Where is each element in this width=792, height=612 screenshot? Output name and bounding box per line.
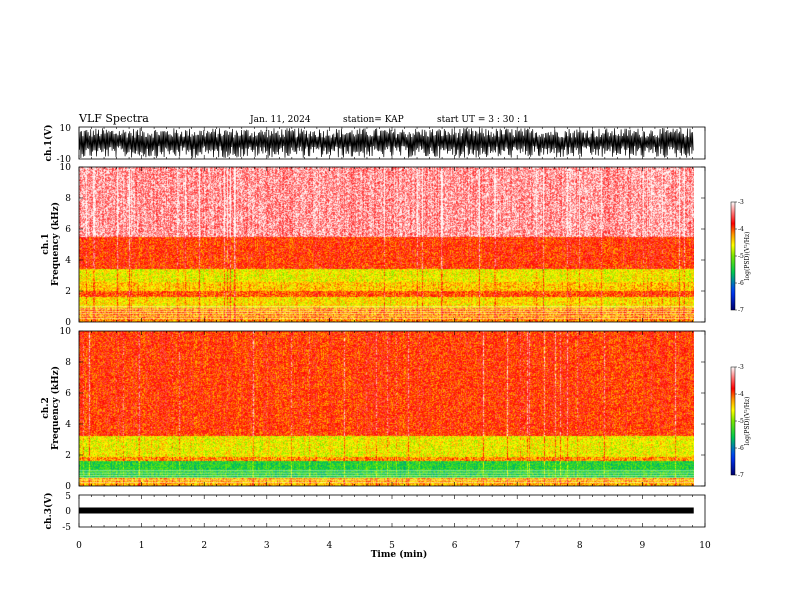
ch2-spec-ytick-label: 2 <box>65 451 71 461</box>
figure-title: VLF Spectra <box>78 112 149 125</box>
spectrogram-pixels <box>79 331 694 486</box>
ch1-colorbar: -3 -4 -5 -6 -7 log(PSD)(V²/Hz) <box>730 199 751 314</box>
ch1-spectrogram-ylabel-line2: Frequency (kHz) <box>50 202 61 286</box>
x-tick-label: 2 <box>201 541 207 551</box>
ch2-spec-ytick-label: 6 <box>65 389 71 399</box>
start-time-label: start UT = 3 : 30 : 1 <box>437 115 529 125</box>
ch1-spec-ytick-label: 6 <box>65 225 71 235</box>
date-label: Jan. 11, 2024 <box>249 115 311 125</box>
ch1-waveform-line <box>78 127 694 159</box>
ch1-waveform-ylabel: ch.1(V) <box>43 125 54 162</box>
ch2-spectrogram-ylabel-line1: ch.2 <box>41 397 51 418</box>
ch2-spectrogram-image <box>79 331 694 486</box>
ch2-colorbar-tick-label: -6 <box>738 445 744 452</box>
ch1-ytick-bottom: -10 <box>57 155 72 165</box>
ch2-colorbar-tick-label: -3 <box>738 364 744 371</box>
ch3-waveform-trace <box>79 507 694 514</box>
ch1-colorbar-tick-label: -3 <box>738 199 744 206</box>
ch3-ytick-top: 5 <box>65 492 71 502</box>
ch1-colorbar-tick-label: -7 <box>738 307 744 314</box>
ch1-colorbar-tick-label: -4 <box>738 226 744 233</box>
ch2-spec-ytick-label: 4 <box>65 420 71 430</box>
x-tick-label: 6 <box>452 541 458 551</box>
spectrogram-pixels <box>79 167 694 322</box>
ch2-colorbar-tick-label: -7 <box>738 472 744 479</box>
ch1-spec-ytick-label: 10 <box>60 163 72 173</box>
ch2-colorbar-label: log(PSD)(V²/Hz) <box>744 397 751 446</box>
ch1-colorbar-label: log(PSD)(V²/Hz) <box>744 232 751 281</box>
ch3-ytick-mid: 0 <box>65 507 71 517</box>
x-tick-label: 0 <box>76 541 82 551</box>
x-tick-label: 5 <box>389 541 395 551</box>
ch1-spec-ytick-label: 4 <box>65 256 71 266</box>
ch1-waveform-panel: 10 -10 ch.1(V) <box>43 124 706 165</box>
ch3-waveform-line <box>79 507 694 514</box>
x-axis-tick-labels: 0 1 2 3 4 5 6 7 8 9 10 <box>76 541 711 551</box>
ch1-spectrogram-panel: 0 2 4 6 8 10 ch.1 Frequency (kHz) -3 -4 -5 -6 -7 l… <box>41 163 751 328</box>
x-tick-label: 3 <box>264 541 270 551</box>
station-label: station= KAP <box>343 115 404 125</box>
x-tick-label: 10 <box>699 541 711 551</box>
ch2-colorbar-scale <box>730 366 736 476</box>
ch1-colorbar-scale <box>730 201 736 311</box>
x-tick-label: 1 <box>139 541 145 551</box>
ch1-colorbar-tick-label: -6 <box>738 280 744 287</box>
x-tick-label: 9 <box>640 541 646 551</box>
ch2-colorbar-tick-label: -5 <box>738 418 744 425</box>
ch2-colorbar-tick-label: -4 <box>738 391 744 398</box>
ch2-spectrogram-ylabel-line2: Frequency (kHz) <box>50 366 61 450</box>
x-tick-label: 8 <box>577 541 583 551</box>
ch2-colorbar: -3 -4 -5 -6 -7 log(PSD)(V²/Hz) <box>730 364 751 479</box>
ch1-ytick-top: 10 <box>60 124 72 134</box>
ch1-colorbar-tick-label: -5 <box>738 253 744 260</box>
x-tick-label: 7 <box>514 541 520 551</box>
ch1-spec-ytick-label: 0 <box>65 318 71 328</box>
ch2-spec-ytick-label: 10 <box>60 327 72 337</box>
ch2-spec-ytick-label: 8 <box>65 358 71 368</box>
ch1-spectrogram-image <box>79 167 694 322</box>
x-tick-label: 4 <box>327 541 333 551</box>
ch3-waveform-panel: 5 0 -5 ch.3(V) <box>43 492 706 533</box>
ch1-spec-ytick-label: 8 <box>65 194 71 204</box>
ch2-spec-ytick-label: 0 <box>65 482 71 492</box>
ch3-waveform-ylabel: ch.3(V) <box>43 493 54 530</box>
ch1-waveform-trace <box>78 127 694 159</box>
x-axis-label: Time (min) <box>371 549 428 560</box>
ch1-spec-ytick-label: 2 <box>65 287 71 297</box>
ch1-spectrogram-ylabel-line1: ch.1 <box>41 233 51 254</box>
ch2-spectrogram-panel: 0 2 4 6 8 10 ch.2 Frequency (kHz) -3 -4 -5 -6 -7 l… <box>41 327 751 492</box>
ch3-ytick-bottom: -5 <box>62 523 71 533</box>
